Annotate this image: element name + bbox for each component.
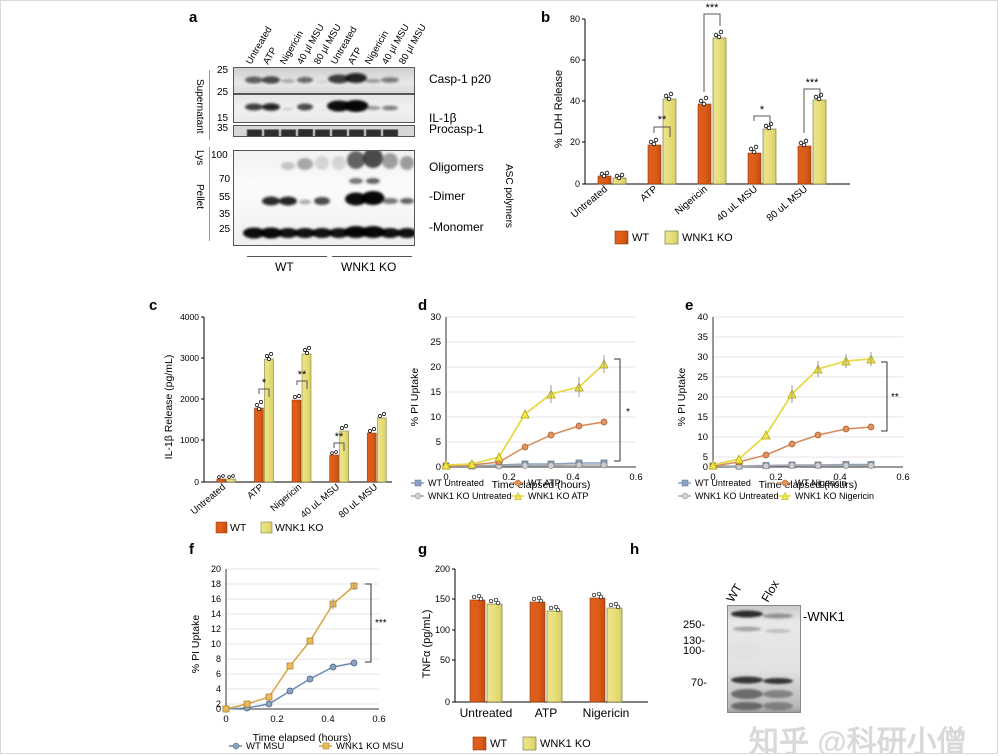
svg-text:0.2: 0.2 bbox=[270, 714, 283, 725]
svg-text:IL-1β Release (pg/mL): IL-1β Release (pg/mL) bbox=[163, 355, 175, 460]
svg-text:40: 40 bbox=[570, 96, 580, 106]
svg-text:0: 0 bbox=[703, 462, 708, 473]
svg-text:3000: 3000 bbox=[180, 353, 199, 363]
svg-text:WT MSU: WT MSU bbox=[246, 741, 284, 752]
svg-text:6: 6 bbox=[216, 669, 221, 679]
svg-text:5: 5 bbox=[436, 437, 441, 448]
svg-text:2000: 2000 bbox=[180, 394, 199, 404]
svg-text:*: * bbox=[760, 104, 765, 116]
svg-text:0: 0 bbox=[575, 179, 580, 189]
svg-text:WT Untreated: WT Untreated bbox=[428, 478, 484, 488]
svg-text:4000: 4000 bbox=[180, 312, 199, 322]
svg-text:150: 150 bbox=[435, 594, 450, 604]
svg-text:0.4: 0.4 bbox=[321, 714, 334, 725]
svg-text:% PI Uptake: % PI Uptake bbox=[409, 368, 421, 427]
svg-text:WT: WT bbox=[632, 232, 649, 244]
svg-text:0.6: 0.6 bbox=[372, 714, 385, 725]
svg-text:*: * bbox=[262, 377, 267, 389]
svg-text:WNK1 KO: WNK1 KO bbox=[275, 522, 323, 534]
svg-text:WNK1 KO: WNK1 KO bbox=[540, 738, 591, 750]
svg-text:**: ** bbox=[298, 369, 307, 381]
svg-text:ATP: ATP bbox=[245, 482, 266, 502]
svg-text:***: *** bbox=[375, 618, 387, 629]
svg-text:10: 10 bbox=[430, 412, 441, 423]
svg-text:25: 25 bbox=[430, 337, 441, 348]
svg-text:12: 12 bbox=[211, 624, 221, 634]
svg-text:WNK1 KO Untreated: WNK1 KO Untreated bbox=[695, 491, 779, 501]
svg-text:**: ** bbox=[335, 431, 344, 443]
svg-text:50: 50 bbox=[440, 655, 450, 665]
svg-text:WNK1 KO Nigericin: WNK1 KO Nigericin bbox=[795, 491, 874, 501]
svg-text:ATP: ATP bbox=[535, 706, 557, 720]
svg-text:*: * bbox=[626, 407, 630, 418]
svg-text:WT: WT bbox=[230, 522, 247, 534]
svg-text:0.6: 0.6 bbox=[896, 472, 909, 483]
svg-text:80: 80 bbox=[570, 14, 580, 24]
svg-text:% PI Uptake: % PI Uptake bbox=[676, 368, 688, 427]
svg-text:0: 0 bbox=[216, 704, 221, 714]
svg-text:0.6: 0.6 bbox=[629, 472, 642, 483]
svg-text:200: 200 bbox=[435, 564, 450, 574]
svg-text:1000: 1000 bbox=[180, 435, 199, 445]
svg-text:WNK1 KO ATP: WNK1 KO ATP bbox=[528, 491, 588, 501]
svg-text:35: 35 bbox=[697, 332, 708, 343]
svg-text:Nigericin: Nigericin bbox=[673, 184, 710, 217]
svg-text:TNFα (pg/mL): TNFα (pg/mL) bbox=[421, 610, 433, 679]
svg-text:40: 40 bbox=[697, 312, 708, 323]
svg-text:80 uL MSU: 80 uL MSU bbox=[337, 482, 380, 521]
svg-text:40 uL MSU: 40 uL MSU bbox=[715, 184, 760, 224]
svg-text:% PI Uptake: % PI Uptake bbox=[190, 615, 202, 674]
svg-text:30: 30 bbox=[430, 312, 441, 323]
svg-text:14: 14 bbox=[211, 609, 221, 619]
svg-text:Flox: Flox bbox=[758, 578, 781, 605]
svg-text:15: 15 bbox=[697, 412, 708, 423]
svg-text:WT: WT bbox=[490, 738, 507, 750]
svg-text:Untreated: Untreated bbox=[189, 482, 228, 517]
svg-text:0: 0 bbox=[194, 477, 199, 487]
svg-text:**: ** bbox=[891, 392, 899, 403]
svg-text:4: 4 bbox=[216, 684, 221, 694]
svg-text:WT: WT bbox=[723, 581, 745, 605]
svg-text:**: ** bbox=[658, 114, 667, 126]
svg-text:ATP: ATP bbox=[639, 184, 661, 205]
svg-text:18: 18 bbox=[211, 579, 221, 589]
svg-text:WNK1 KO MSU: WNK1 KO MSU bbox=[336, 741, 404, 752]
svg-text:20: 20 bbox=[570, 137, 580, 147]
svg-text:0: 0 bbox=[223, 714, 228, 725]
svg-text:25: 25 bbox=[697, 372, 708, 383]
svg-text:Untreated: Untreated bbox=[460, 706, 513, 720]
svg-text:0: 0 bbox=[445, 697, 450, 707]
svg-text:WNK1 KO Untreated: WNK1 KO Untreated bbox=[428, 491, 512, 501]
svg-text:40 uL MSU: 40 uL MSU bbox=[299, 482, 342, 521]
svg-text:20: 20 bbox=[430, 362, 441, 373]
svg-text:100: 100 bbox=[435, 625, 450, 635]
svg-text:***: *** bbox=[706, 2, 720, 14]
svg-text:Nigericin: Nigericin bbox=[583, 706, 630, 720]
svg-text:15: 15 bbox=[430, 387, 441, 398]
svg-text:Untreated: Untreated bbox=[569, 184, 610, 221]
svg-text:WT Untreated: WT Untreated bbox=[695, 478, 751, 488]
svg-text:60: 60 bbox=[570, 55, 580, 65]
svg-text:WT ATP: WT ATP bbox=[528, 478, 561, 488]
svg-text:16: 16 bbox=[211, 594, 221, 604]
svg-text:WT Nigericin: WT Nigericin bbox=[795, 478, 846, 488]
svg-text:% LDH Release: % LDH Release bbox=[553, 70, 565, 148]
svg-text:80 uL MSU: 80 uL MSU bbox=[765, 184, 810, 224]
svg-text:0: 0 bbox=[436, 462, 441, 473]
svg-text:20: 20 bbox=[697, 392, 708, 403]
svg-text:20: 20 bbox=[211, 564, 221, 574]
svg-text:WNK1 KO: WNK1 KO bbox=[682, 232, 733, 244]
svg-text:30: 30 bbox=[697, 352, 708, 363]
svg-text:Nigericin: Nigericin bbox=[269, 482, 304, 514]
svg-text:10: 10 bbox=[697, 432, 708, 443]
svg-text:***: *** bbox=[806, 77, 820, 89]
svg-text:8: 8 bbox=[216, 654, 221, 664]
svg-text:10: 10 bbox=[211, 639, 221, 649]
